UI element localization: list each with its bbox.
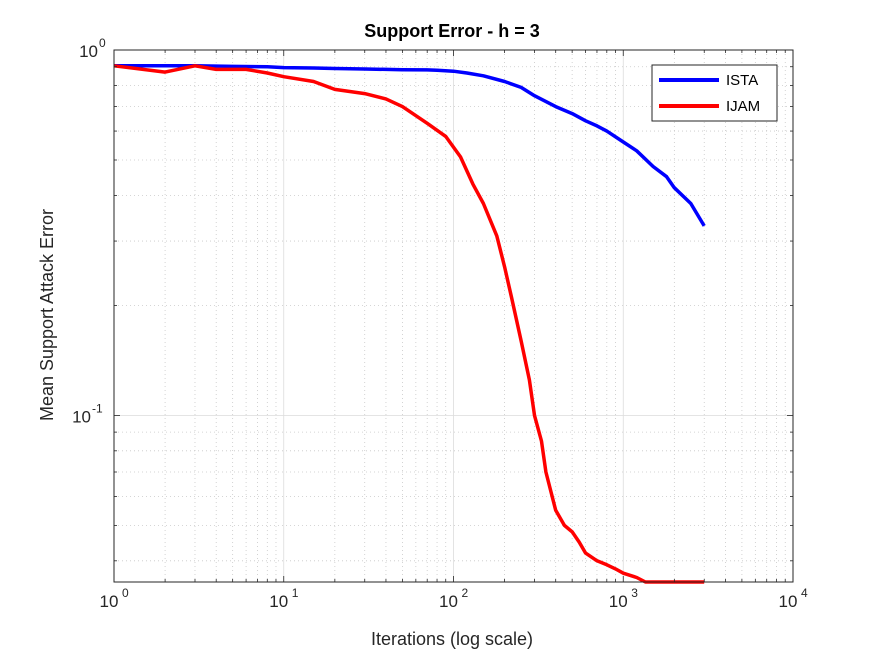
- tick-labels: 10 0 10 1 10 2 10 3 10 410 -110 0: [72, 36, 808, 611]
- x-tick-exponent: 3: [631, 586, 638, 600]
- series-line-ista: [114, 64, 706, 227]
- tick-marks: [113, 49, 794, 582]
- y-tick-exponent: -1: [92, 401, 103, 415]
- y-tick-exponent: 0: [99, 36, 106, 50]
- x-tick-label: 10: [779, 592, 798, 611]
- x-tick-label: 10: [439, 592, 458, 611]
- x-tick-exponent: 4: [801, 586, 808, 600]
- y-tick-label: 10: [79, 42, 98, 61]
- x-tick-exponent: 2: [462, 586, 469, 600]
- x-tick-label: 10: [269, 592, 288, 611]
- y-axis-label: Mean Support Attack Error: [37, 209, 57, 421]
- chart-title: Support Error - h = 3: [364, 21, 540, 41]
- legend-box: [651, 64, 778, 122]
- x-axis-label: Iterations (log scale): [371, 629, 533, 649]
- series-line-ijam: [113, 64, 705, 584]
- legend-label-ista: ISTA: [726, 72, 758, 89]
- x-tick-label: 10: [609, 592, 628, 611]
- x-tick-exponent: 1: [292, 586, 299, 600]
- x-tick-label: 10: [100, 592, 119, 611]
- legend: ISTA IJAM: [651, 64, 778, 122]
- legend-label-ijam: IJAM: [726, 98, 760, 115]
- x-tick-exponent: 0: [122, 586, 129, 600]
- y-tick-label: 10: [72, 407, 91, 426]
- series-layer: [113, 64, 706, 584]
